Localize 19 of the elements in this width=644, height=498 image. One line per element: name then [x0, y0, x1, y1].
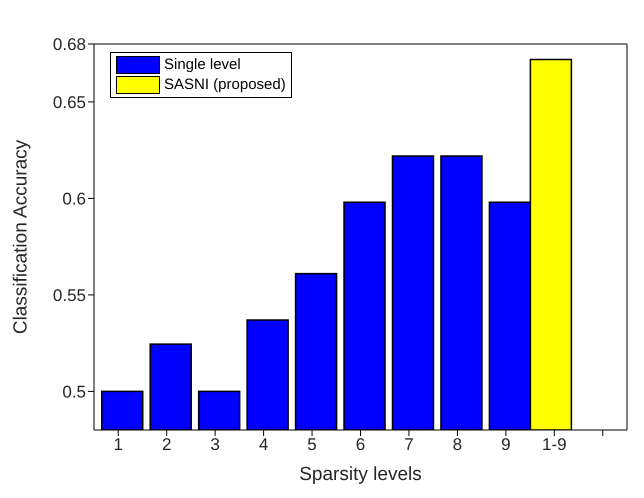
- x-tick-label: 1-9: [542, 435, 567, 454]
- y-tick-label: 0.5: [62, 382, 86, 402]
- x-tick-label: 6: [356, 435, 366, 454]
- legend-label: Single level: [163, 55, 242, 75]
- y-tick-label: 0.68: [52, 35, 86, 54]
- x-tick-label: 7: [404, 435, 414, 454]
- x-tick-label: 1: [113, 435, 123, 454]
- x-tick-label: 5: [307, 435, 317, 454]
- y-tick-label: 0.65: [52, 92, 86, 112]
- x-tick-label: 9: [501, 435, 511, 454]
- y-axis-title: Classification Accuracy: [10, 139, 32, 334]
- y-tick-label: 0.6: [62, 189, 86, 208]
- x-tick-label: 8: [452, 435, 462, 454]
- x-tick-label: 2: [162, 435, 172, 454]
- x-tick-label: 4: [258, 435, 268, 454]
- x-axis-title: Sparsity levels: [299, 464, 422, 485]
- x-tick-label: 3: [210, 435, 220, 454]
- y-tick-label: 0.55: [52, 286, 86, 305]
- legend-label: SASNI (proposed): [163, 75, 286, 95]
